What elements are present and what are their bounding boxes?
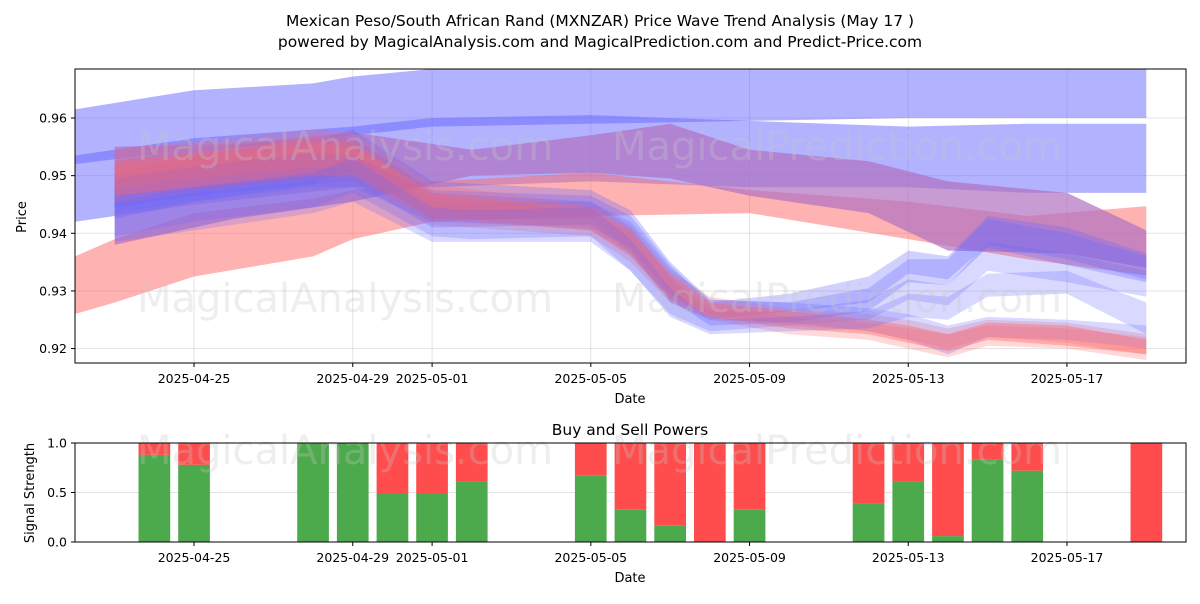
signal-x-tick-label: 2025-05-05 bbox=[554, 550, 627, 565]
signal-axes: 2025-04-25 2025-04-29 2025-05-01 2025-05-05… bbox=[47, 436, 1103, 566]
price-x-tick-label: 2025-05-01 bbox=[396, 371, 469, 386]
signal-y-tick-label: 0.0 bbox=[47, 535, 67, 550]
price-x-tick-label: 2025-04-29 bbox=[316, 371, 389, 386]
price-wave-band-blue bbox=[114, 155, 1147, 332]
price-x-tick-label: 2025-05-13 bbox=[872, 371, 945, 386]
signal-y-tick-label: 1.0 bbox=[47, 436, 67, 451]
price-axes: 2025-04-25 2025-04-29 2025-05-01 2025-05-05… bbox=[39, 111, 1103, 387]
sell-power-bar bbox=[694, 443, 726, 542]
signal-x-tick-label: 2025-05-17 bbox=[1031, 550, 1104, 565]
signal-x-tick-label: 2025-05-01 bbox=[396, 550, 469, 565]
sell-power-bar bbox=[852, 443, 885, 504]
watermark-text: MagicalPrediction.com bbox=[612, 276, 1062, 322]
signal-x-tick-label: 2025-04-29 bbox=[316, 550, 389, 565]
sell-power-bar bbox=[178, 443, 210, 465]
sell-power-bar bbox=[932, 443, 964, 537]
watermark-text: MagicalAnalysis.com bbox=[137, 124, 553, 170]
price-x-tick-label: 2025-04-25 bbox=[158, 371, 231, 386]
price-x-axis-label: Date bbox=[614, 392, 645, 407]
buy-power-bar bbox=[1011, 470, 1044, 542]
buy-power-bar bbox=[574, 475, 607, 542]
price-y-axis-label: Price bbox=[15, 201, 30, 233]
price-y-tick-label: 0.94 bbox=[39, 226, 67, 241]
price-y-tick-label: 0.95 bbox=[39, 168, 67, 183]
signal-chart-title: Buy and Sell Powers bbox=[552, 421, 709, 439]
buy-power-bar bbox=[733, 509, 766, 542]
price-x-tick-label: 2025-05-09 bbox=[713, 371, 786, 386]
buy-power-bar bbox=[376, 493, 409, 542]
buy-power-bar bbox=[455, 481, 488, 542]
watermark-text: MagicalPrediction.com bbox=[612, 428, 1062, 474]
chart-title-line2: powered by MagicalAnalysis.com and Magic… bbox=[278, 33, 922, 51]
price-y-tick-label: 0.92 bbox=[39, 341, 67, 356]
price-x-tick-label: 2025-05-17 bbox=[1031, 371, 1104, 386]
sell-power-bar bbox=[138, 443, 171, 455]
price-wave-band-blue bbox=[114, 138, 1147, 320]
sell-power-bar bbox=[376, 443, 409, 494]
watermark-text: MagicalAnalysis.com bbox=[137, 276, 553, 322]
price-wave-band-red bbox=[114, 143, 1147, 361]
price-y-tick-label: 0.96 bbox=[39, 111, 67, 126]
price-watermarks: MagicalAnalysis.com MagicalPrediction.co… bbox=[137, 124, 1062, 322]
signal-bars bbox=[138, 443, 1163, 542]
buy-power-bar bbox=[336, 443, 369, 542]
sell-power-bar bbox=[614, 443, 647, 510]
signal-y-tick-label: 0.5 bbox=[47, 485, 67, 500]
signal-x-tick-label: 2025-04-25 bbox=[158, 550, 231, 565]
sell-power-bar bbox=[455, 443, 488, 482]
sell-power-bar bbox=[416, 443, 448, 494]
buy-power-bar bbox=[178, 464, 210, 542]
buy-power-bar bbox=[614, 509, 647, 542]
price-axes-frame bbox=[74, 68, 1187, 364]
price-x-tick-label: 2025-05-05 bbox=[554, 371, 627, 386]
price-wave-bands bbox=[75, 69, 1147, 361]
signal-y-axis-label: Signal Strength bbox=[23, 443, 38, 543]
sell-power-bar bbox=[574, 443, 607, 476]
sell-power-bar bbox=[1011, 443, 1044, 471]
price-y-tick-label: 0.93 bbox=[39, 283, 67, 298]
sell-power-bar bbox=[733, 443, 766, 510]
watermark-text: MagicalAnalysis.com bbox=[137, 428, 553, 474]
signal-x-tick-label: 2025-05-13 bbox=[872, 550, 945, 565]
buy-power-bar bbox=[416, 493, 448, 542]
buy-power-bar bbox=[932, 536, 964, 542]
price-wave-band-red bbox=[114, 138, 1147, 355]
price-wave-band-blue bbox=[114, 129, 1147, 326]
sell-power-bar bbox=[892, 443, 925, 482]
sell-power-bar bbox=[971, 443, 1004, 460]
buy-power-bar bbox=[297, 443, 329, 542]
chart-title-line1: Mexican Peso/South African Rand (MXNZAR)… bbox=[286, 12, 914, 30]
price-wave-band-red bbox=[114, 129, 1147, 355]
signal-x-axis-label: Date bbox=[614, 571, 645, 586]
buy-power-bar bbox=[138, 454, 171, 542]
price-wave-band-purple bbox=[114, 123, 1147, 268]
signal-x-tick-label: 2025-05-09 bbox=[713, 550, 786, 565]
buy-power-bar bbox=[654, 525, 686, 542]
price-wave-band-blue bbox=[114, 158, 1147, 335]
signal-watermarks: MagicalAnalysis.com MagicalPrediction.co… bbox=[137, 428, 1062, 474]
sell-power-bar bbox=[654, 443, 686, 526]
buy-power-bar bbox=[852, 503, 885, 542]
buy-power-bar bbox=[971, 459, 1004, 542]
watermark-text: MagicalPrediction.com bbox=[612, 124, 1062, 170]
sell-power-bar bbox=[1130, 443, 1163, 542]
buy-power-bar bbox=[892, 481, 925, 542]
price-wave-band-blue bbox=[114, 152, 1147, 355]
